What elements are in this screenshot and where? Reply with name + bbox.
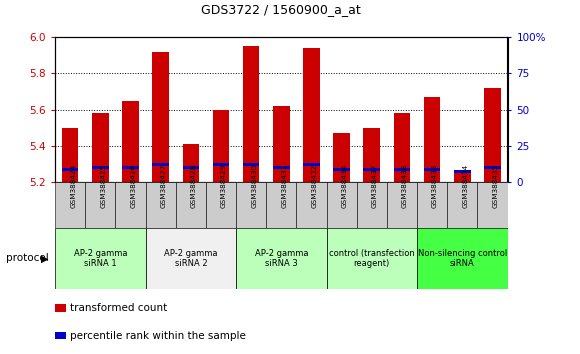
Bar (55, 228, 146, 289)
Bar (303, 163, 320, 166)
Bar (484, 88, 501, 182)
Bar (273, 166, 289, 169)
Bar (273, 106, 289, 182)
Bar (243, 163, 259, 166)
Bar (296, 182, 327, 228)
Bar (364, 168, 380, 171)
Bar (424, 168, 440, 171)
Bar (122, 101, 139, 182)
Text: GSM388429: GSM388429 (221, 164, 227, 208)
Text: Non-silencing control
siRNA: Non-silencing control siRNA (418, 249, 507, 268)
Text: GSM388432: GSM388432 (311, 164, 317, 208)
Text: AP-2 gamma
siRNA 1: AP-2 gamma siRNA 1 (74, 249, 127, 268)
Text: GSM388426: GSM388426 (130, 164, 136, 208)
Text: GSM388435: GSM388435 (492, 164, 498, 208)
Text: GSM388430: GSM388430 (251, 164, 257, 208)
Bar (266, 182, 296, 228)
Bar (146, 228, 236, 289)
Text: GSM388433: GSM388433 (432, 164, 438, 208)
Bar (176, 182, 206, 228)
Text: protocol: protocol (6, 253, 49, 263)
Bar (183, 166, 199, 169)
Text: GSM388425: GSM388425 (100, 164, 106, 208)
Bar (122, 166, 139, 169)
Text: GSM388424: GSM388424 (70, 164, 76, 208)
Bar (357, 182, 387, 228)
Bar (92, 113, 108, 182)
Text: transformed count: transformed count (70, 303, 168, 313)
Bar (62, 168, 78, 171)
Bar (484, 166, 501, 169)
Bar (146, 182, 176, 228)
Bar (454, 170, 470, 173)
Bar (387, 182, 417, 228)
Text: AP-2 gamma
siRNA 2: AP-2 gamma siRNA 2 (164, 249, 218, 268)
Bar (364, 128, 380, 182)
Bar (327, 228, 417, 289)
Text: GSM388431: GSM388431 (281, 164, 287, 208)
Text: percentile rank within the sample: percentile rank within the sample (70, 331, 246, 341)
Bar (394, 168, 410, 171)
Bar (334, 133, 350, 182)
Bar (55, 182, 85, 228)
Text: GDS3722 / 1560900_a_at: GDS3722 / 1560900_a_at (201, 3, 361, 16)
Bar (303, 48, 320, 182)
Bar (447, 182, 477, 228)
Bar (153, 163, 169, 166)
Bar (115, 182, 146, 228)
Text: control (transfection
reagent): control (transfection reagent) (329, 249, 415, 268)
Text: GSM388434: GSM388434 (462, 164, 468, 208)
Text: GSM388436: GSM388436 (342, 164, 347, 208)
Bar (477, 182, 508, 228)
Bar (153, 52, 169, 182)
Bar (394, 113, 410, 182)
Bar (417, 228, 508, 289)
Bar (62, 128, 78, 182)
Text: GSM388437: GSM388437 (372, 164, 378, 208)
Text: AP-2 gamma
siRNA 3: AP-2 gamma siRNA 3 (255, 249, 308, 268)
Text: GSM388427: GSM388427 (161, 164, 166, 208)
Bar (454, 170, 470, 182)
Bar (327, 182, 357, 228)
Bar (424, 97, 440, 182)
Bar (236, 182, 266, 228)
Text: GSM388438: GSM388438 (402, 164, 408, 208)
Bar (417, 182, 447, 228)
Bar (236, 228, 327, 289)
Bar (92, 166, 108, 169)
Bar (213, 163, 229, 166)
Bar (334, 168, 350, 171)
Bar (206, 182, 236, 228)
Text: GSM388428: GSM388428 (191, 164, 197, 208)
Bar (85, 182, 115, 228)
Bar (183, 144, 199, 182)
Text: ▶: ▶ (41, 253, 48, 263)
Bar (243, 46, 259, 182)
Bar (213, 110, 229, 182)
